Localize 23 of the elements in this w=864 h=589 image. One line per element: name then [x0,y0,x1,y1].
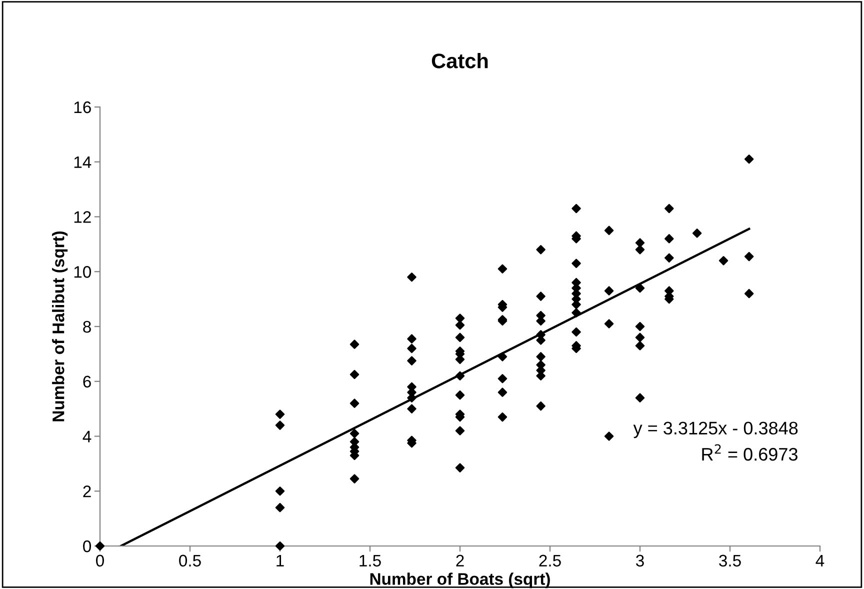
x-axis-title: Number of Boats (sqrt) [370,572,550,588]
y-tick-label: 14 [74,156,92,168]
y-tick-label: 12 [74,211,91,223]
y-tick-label: 4 [82,430,92,442]
x-tick-label: 0.5 [179,554,201,567]
y-tick-label: 0 [83,540,92,552]
annotation: y = 3.3125x - 0.3848 [633,422,798,438]
x-tick-label: 2.5 [539,554,561,567]
x-tick-label: 3 [636,554,644,567]
y-axis-title: Number of Halibut (sqrt) [52,231,68,422]
y-tick-label: 8 [83,320,91,333]
x-tick-label: 1.5 [360,554,381,567]
x-tick-label: 0 [96,554,104,567]
chart-title: Catch [432,53,488,68]
annotation: R$^{2}$ = 0.6973 [702,444,798,461]
x-tick-label: 3.5 [719,554,741,567]
x-tick-label: 4 [816,554,824,566]
x-tick-label: 2 [456,554,464,566]
y-tick-label: 6 [83,376,91,388]
y-tick-label: 2 [83,486,91,498]
y-tick-label: 16 [74,101,91,114]
y-tick-label: 10 [74,266,92,278]
x-tick-label: 1 [276,554,284,566]
